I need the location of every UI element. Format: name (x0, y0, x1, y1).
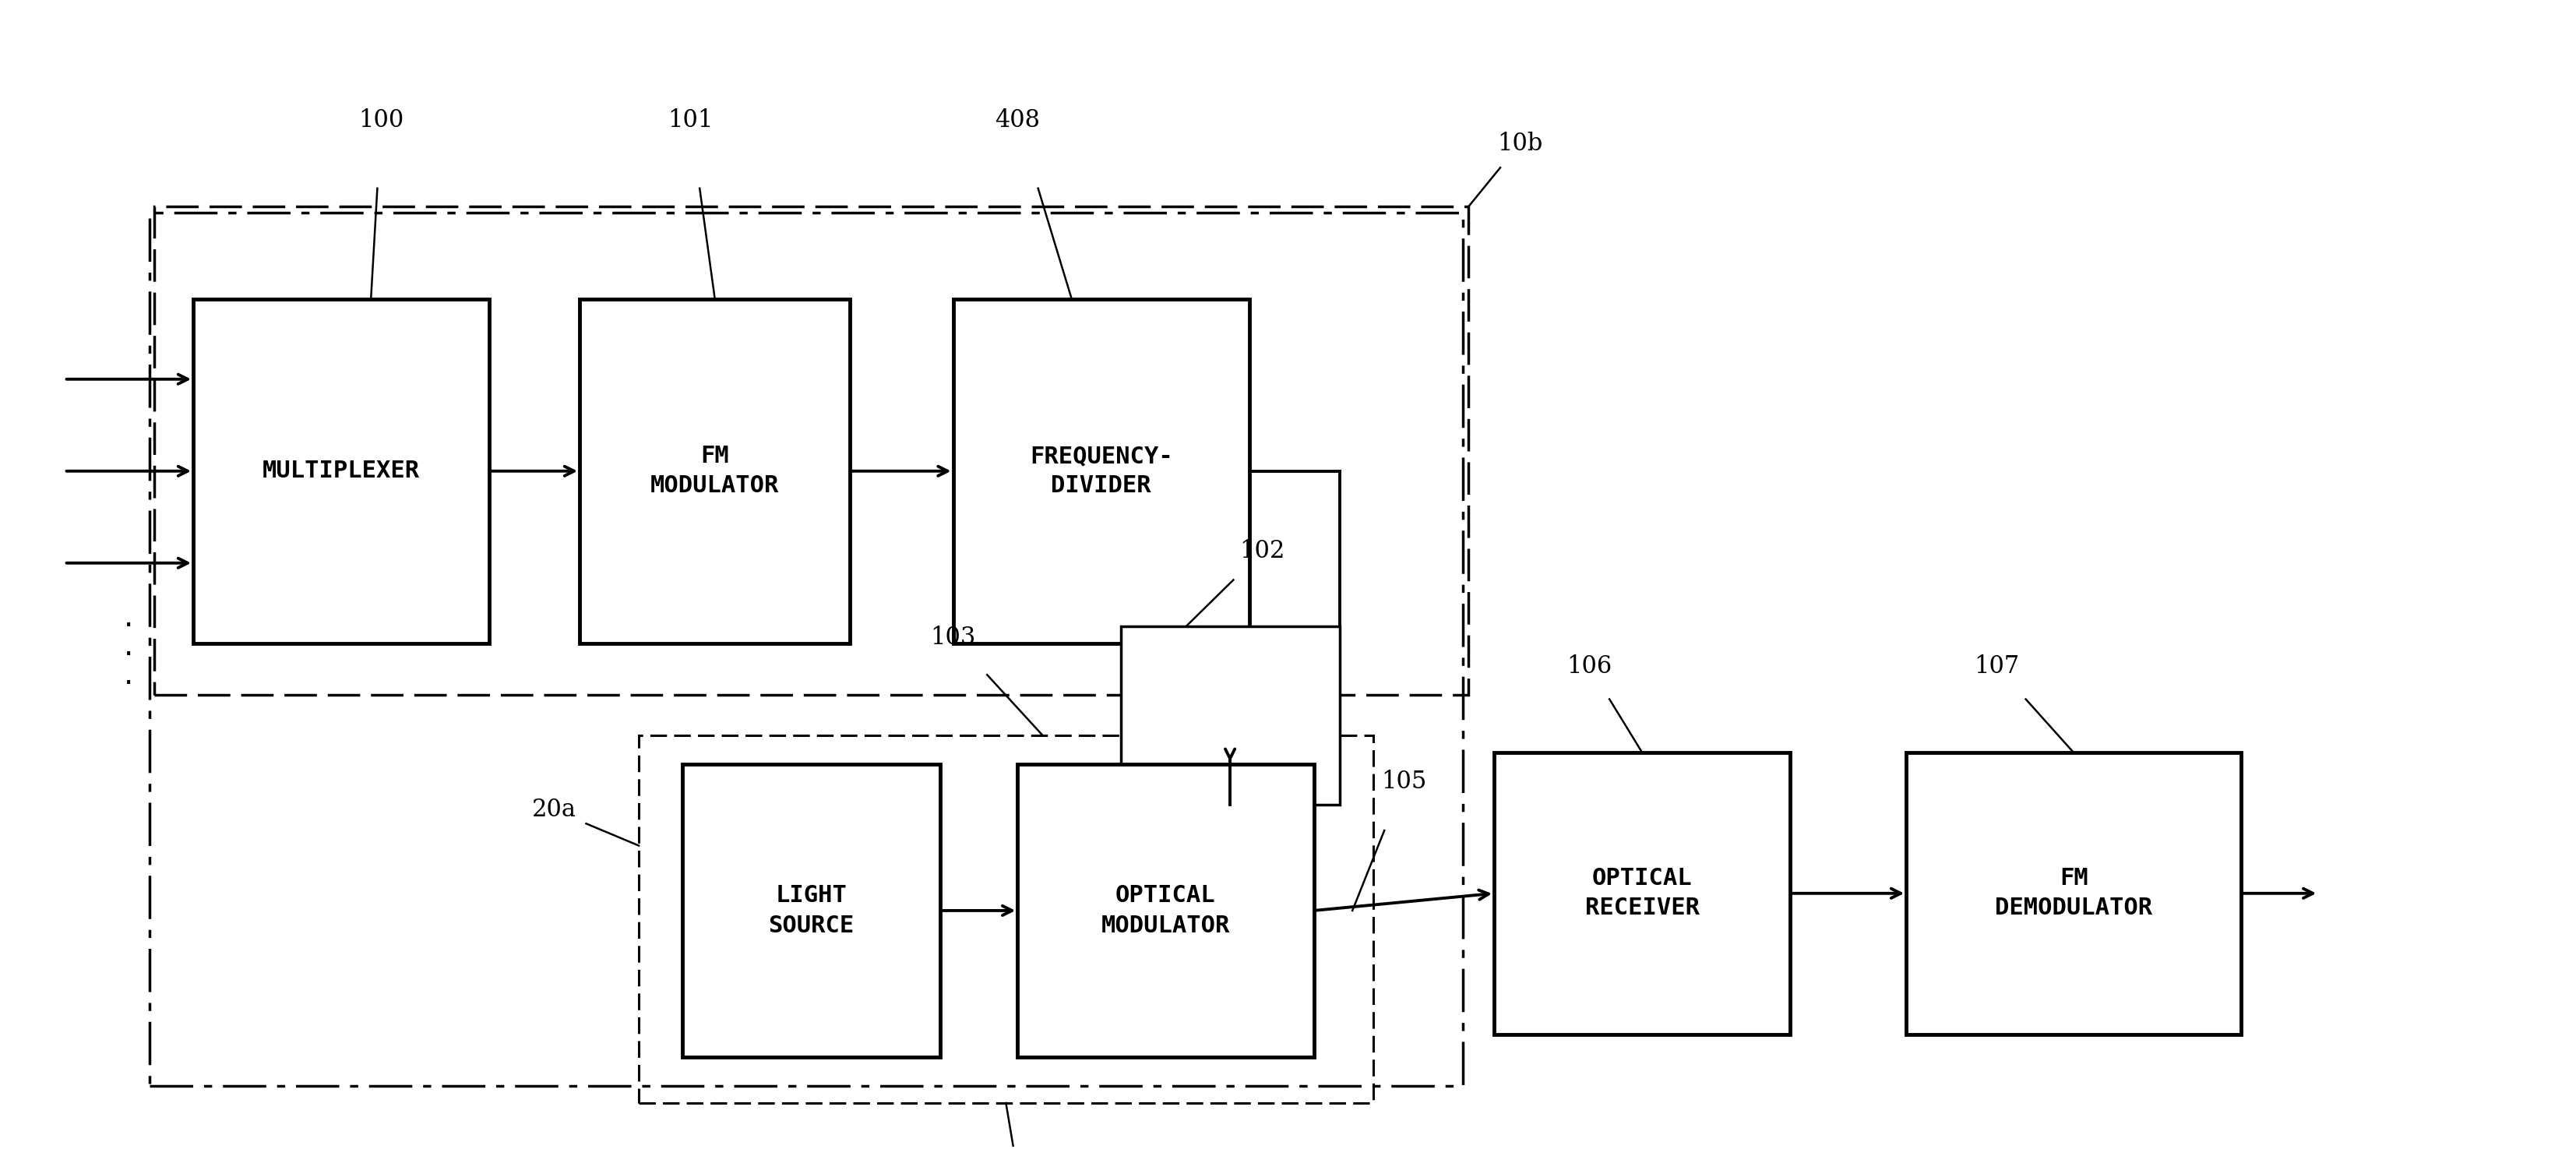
Text: 106: 106 (1566, 654, 1613, 679)
Bar (1906, 753, 2241, 1034)
Bar (1121, 626, 1340, 804)
Bar (193, 299, 489, 643)
Text: 101: 101 (667, 108, 714, 133)
Text: ·: · (124, 611, 134, 641)
Text: 107: 107 (1973, 654, 2020, 679)
Bar (953, 299, 1249, 643)
Text: 105: 105 (1381, 769, 1427, 794)
Text: OPTICAL
RECEIVER: OPTICAL RECEIVER (1584, 867, 1700, 919)
Bar (155, 207, 1468, 695)
Bar (1494, 753, 1790, 1034)
Text: ·: · (124, 669, 134, 699)
Bar (639, 735, 1373, 1103)
Text: 100: 100 (358, 108, 404, 133)
Bar (149, 213, 1463, 1086)
Text: 20a: 20a (531, 797, 577, 823)
Bar (683, 764, 940, 1057)
Text: MULTIPLEXER: MULTIPLEXER (263, 460, 420, 483)
Text: FREQUENCY-
DIVIDER: FREQUENCY- DIVIDER (1030, 445, 1172, 498)
Text: 408: 408 (994, 108, 1041, 133)
Text: 103: 103 (930, 625, 976, 650)
Text: OPTICAL
MODULATOR: OPTICAL MODULATOR (1100, 885, 1231, 936)
Bar (1018, 764, 1314, 1057)
Text: 10b: 10b (1497, 131, 1543, 156)
Text: LIGHT
SOURCE: LIGHT SOURCE (768, 885, 855, 936)
Text: ·: · (124, 640, 134, 670)
Bar (580, 299, 850, 643)
Text: 102: 102 (1239, 539, 1285, 564)
Text: FM
MODULATOR: FM MODULATOR (649, 445, 781, 498)
Text: FM
DEMODULATOR: FM DEMODULATOR (1994, 867, 2154, 919)
